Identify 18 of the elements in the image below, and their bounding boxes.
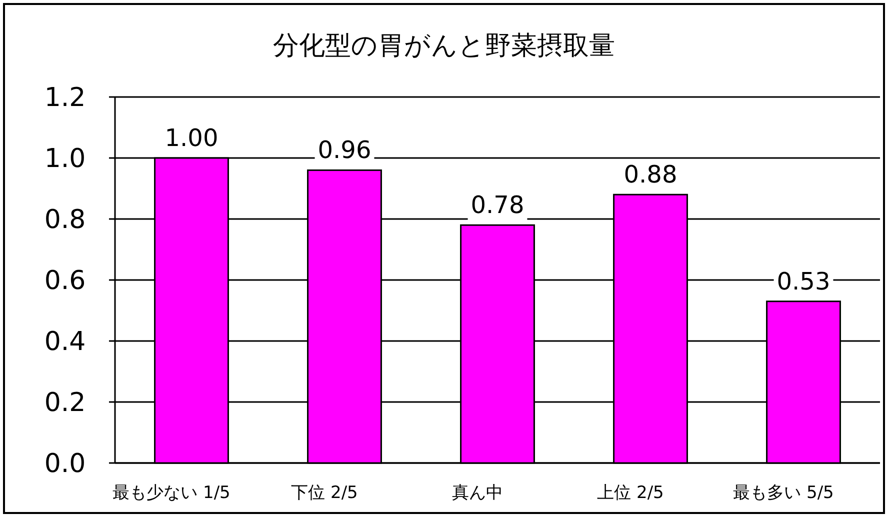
chart-title: 分化型の胃がんと野菜摂取量 <box>273 31 615 61</box>
y-tick-label: 0.2 <box>44 388 86 418</box>
y-tick-label: 0.0 <box>44 449 86 479</box>
y-tick-label: 1.0 <box>44 144 86 174</box>
x-tick-label: 最も少ない 1/5 <box>112 483 230 503</box>
data-label: 0.88 <box>624 160 678 189</box>
data-label: 0.53 <box>776 267 830 296</box>
y-tick-label: 0.4 <box>44 327 86 357</box>
y-tick-label: 0.8 <box>44 205 86 235</box>
data-label: 0.96 <box>318 136 372 164</box>
x-tick-label: 下位 2/5 <box>291 483 358 503</box>
y-tick-label: 0.6 <box>44 266 86 296</box>
y-tick-label: 1.2 <box>44 83 86 113</box>
x-tick-label: 最も多い 5/5 <box>733 483 834 503</box>
x-tick-label: 上位 2/5 <box>597 483 664 503</box>
data-label: 0.78 <box>470 191 524 220</box>
data-label: 1.00 <box>164 124 218 152</box>
x-tick-label: 真ん中 <box>452 483 503 503</box>
